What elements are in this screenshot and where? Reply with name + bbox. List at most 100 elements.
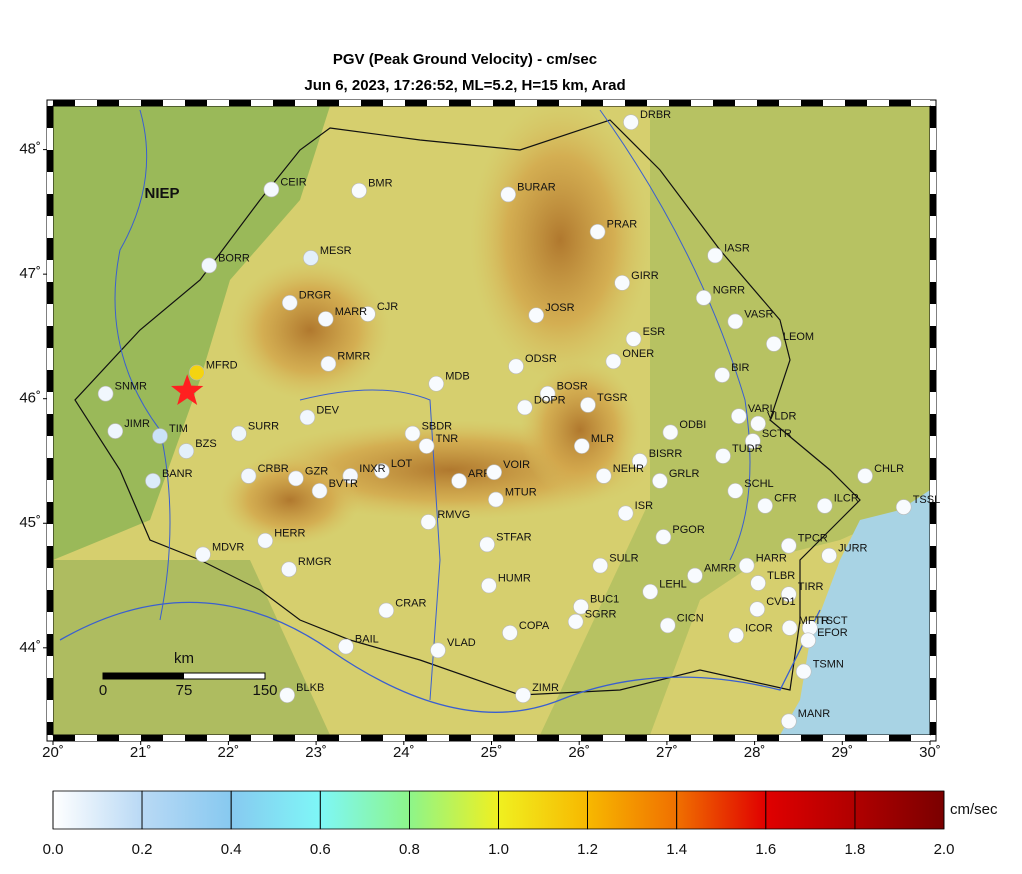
frame-segment xyxy=(185,100,207,106)
station-label: CFR xyxy=(774,493,797,505)
station-label: SCHL xyxy=(744,478,773,490)
station-marker xyxy=(97,385,114,402)
frame-segment xyxy=(691,100,713,106)
frame-segment xyxy=(229,735,251,741)
station-marker xyxy=(195,546,211,563)
frame-segment xyxy=(930,480,936,502)
frame-segment xyxy=(47,150,53,172)
frame-segment xyxy=(930,436,936,458)
frame-segment xyxy=(515,100,537,106)
lat-tick-label: 46˚ xyxy=(19,390,41,407)
frame-segment xyxy=(779,735,801,741)
frame-segment xyxy=(713,100,735,106)
station-marker xyxy=(201,257,217,274)
station-marker xyxy=(816,498,833,514)
frame-segment xyxy=(119,735,141,741)
frame-segment xyxy=(581,735,603,741)
frame-segment xyxy=(47,480,53,502)
station-marker xyxy=(895,499,912,515)
colorbar-segment xyxy=(230,790,321,830)
station-marker xyxy=(189,364,205,381)
frame-segment xyxy=(713,735,735,741)
scale-bar-unit: km xyxy=(174,650,194,667)
station-label: ARR xyxy=(468,468,491,480)
frame-segment xyxy=(669,100,691,106)
frame-segment xyxy=(47,392,53,414)
station-label: TSSL xyxy=(913,494,941,506)
frame-segment xyxy=(845,735,867,741)
station-marker xyxy=(360,306,376,322)
station-label: BIR xyxy=(731,362,749,374)
frame-segment xyxy=(361,735,383,741)
station-label: GZR xyxy=(305,465,328,477)
station-marker xyxy=(342,468,359,484)
frame-segment xyxy=(691,735,713,741)
station-marker xyxy=(715,448,731,464)
station-marker xyxy=(517,399,533,416)
frame-segment xyxy=(930,678,936,700)
station-marker xyxy=(695,290,712,306)
frame-segment xyxy=(889,100,911,106)
frame-segment xyxy=(53,735,75,741)
station-label: HARR xyxy=(756,553,787,565)
station-marker xyxy=(539,385,556,402)
colorbar-unit: cm/sec xyxy=(950,801,998,818)
station-label: ESR xyxy=(643,326,666,338)
frame-segment xyxy=(930,150,936,172)
station-label: ZIMR xyxy=(532,682,559,694)
frame-segment xyxy=(207,100,229,106)
frame-segment xyxy=(735,100,757,106)
station-label: RMRR xyxy=(337,351,370,363)
station-marker xyxy=(631,453,648,469)
station-label: TIRR xyxy=(798,581,824,593)
lat-tick-label: 45˚ xyxy=(19,514,41,531)
frame-segment xyxy=(930,106,936,128)
station-label: MDVR xyxy=(212,541,244,553)
frame-segment xyxy=(930,722,936,735)
frame-segment xyxy=(823,100,845,106)
station-marker xyxy=(488,491,504,508)
station-marker xyxy=(595,468,612,484)
station-marker xyxy=(502,625,518,641)
frame-segment xyxy=(930,370,936,392)
map-title: PGV (Peak Ground Velocity) - cm/sec xyxy=(333,51,597,68)
frame-segment xyxy=(273,735,295,741)
frame-segment xyxy=(47,612,53,634)
station-label: AMRR xyxy=(704,562,736,574)
station-marker xyxy=(617,505,634,522)
frame-segment xyxy=(625,100,647,106)
station-marker xyxy=(508,358,524,375)
map-area xyxy=(53,106,930,735)
station-marker xyxy=(279,687,295,703)
frame-segment xyxy=(801,735,823,741)
station-marker xyxy=(420,514,437,530)
colorbar-tick-label: 1.8 xyxy=(844,841,865,858)
frame-segment xyxy=(930,524,936,546)
station-marker xyxy=(374,463,390,479)
station-label: CEIR xyxy=(280,176,306,188)
lat-tick-label: 48˚ xyxy=(19,141,41,158)
frame-segment xyxy=(317,735,339,741)
station-marker xyxy=(687,567,703,584)
lon-tick-label: 27˚ xyxy=(656,744,678,761)
river xyxy=(599,109,751,561)
station-label: ODBI xyxy=(679,419,706,431)
station-label: ILCR xyxy=(834,493,859,505)
station-marker xyxy=(589,224,606,240)
data-layer: 20˚ 21˚ 22˚ 23˚ 24˚ 25˚ 26˚ 27˚ 28˚ 29˚ 30˚ 48˚ 47˚ 4… xyxy=(19,109,998,858)
frame-segment xyxy=(47,304,53,326)
station-marker xyxy=(299,409,316,426)
station-marker xyxy=(404,425,421,442)
frame-segment xyxy=(207,735,229,741)
colorbar-tick-label: 1.4 xyxy=(666,841,687,858)
station-label: DEV xyxy=(316,404,339,416)
station-marker xyxy=(727,313,744,330)
station-label: SURR xyxy=(248,420,279,432)
frame-segment xyxy=(867,100,889,106)
station-label: EFOR xyxy=(817,627,848,639)
frame-segment xyxy=(383,100,405,106)
frame-segment xyxy=(515,735,537,741)
station-marker xyxy=(351,182,367,199)
frame-segment xyxy=(930,348,936,370)
frame-segment xyxy=(47,128,53,150)
